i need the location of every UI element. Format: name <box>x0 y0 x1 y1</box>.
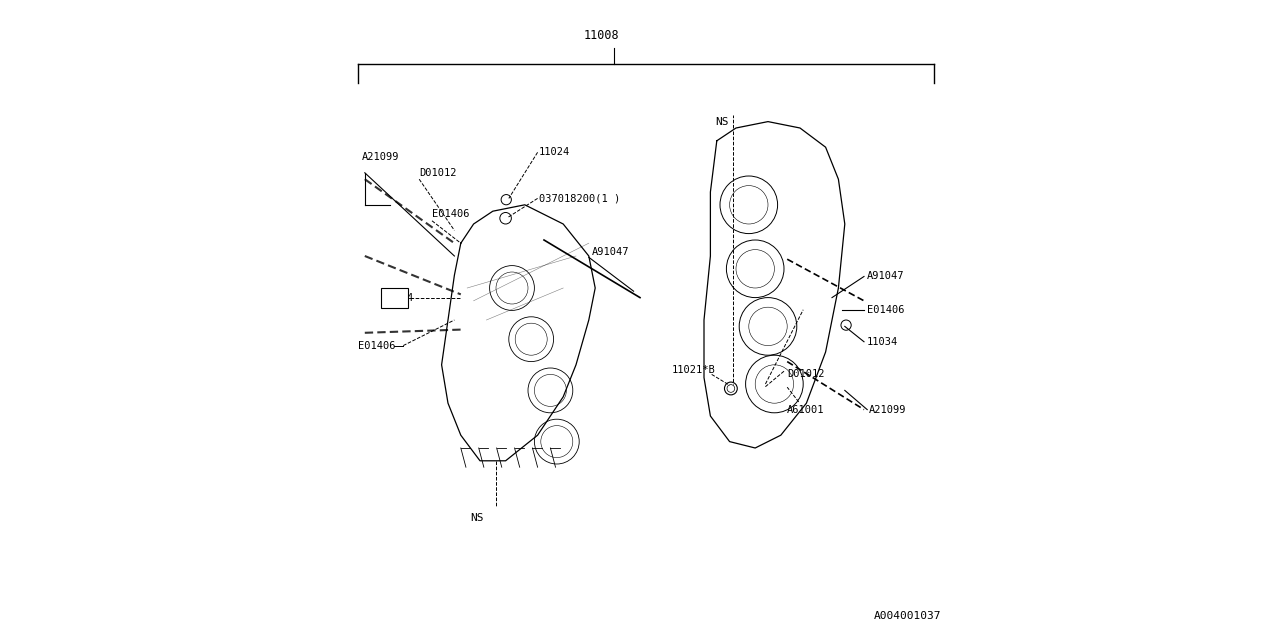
Text: NS: NS <box>470 513 484 524</box>
Text: A21099: A21099 <box>362 152 399 162</box>
Text: E01406: E01406 <box>868 305 905 316</box>
Text: A61001: A61001 <box>787 404 824 415</box>
FancyBboxPatch shape <box>381 288 407 308</box>
Text: 11034: 11034 <box>868 337 899 347</box>
Text: D01012: D01012 <box>787 369 824 380</box>
Text: A91047: A91047 <box>591 246 630 257</box>
Text: 037018200(1 ): 037018200(1 ) <box>539 193 620 204</box>
Text: A004001037: A004001037 <box>873 611 941 621</box>
Text: A21099: A21099 <box>869 404 906 415</box>
Text: D01012: D01012 <box>420 168 457 178</box>
Text: E01406: E01406 <box>433 209 470 220</box>
Text: 11024: 11024 <box>539 147 570 157</box>
Text: 11008: 11008 <box>584 29 620 42</box>
Text: 11021*B: 11021*B <box>672 365 716 375</box>
Text: E01406: E01406 <box>358 340 396 351</box>
Text: NS: NS <box>714 116 728 127</box>
Text: A91047: A91047 <box>868 271 905 282</box>
Text: 11034: 11034 <box>383 292 413 303</box>
